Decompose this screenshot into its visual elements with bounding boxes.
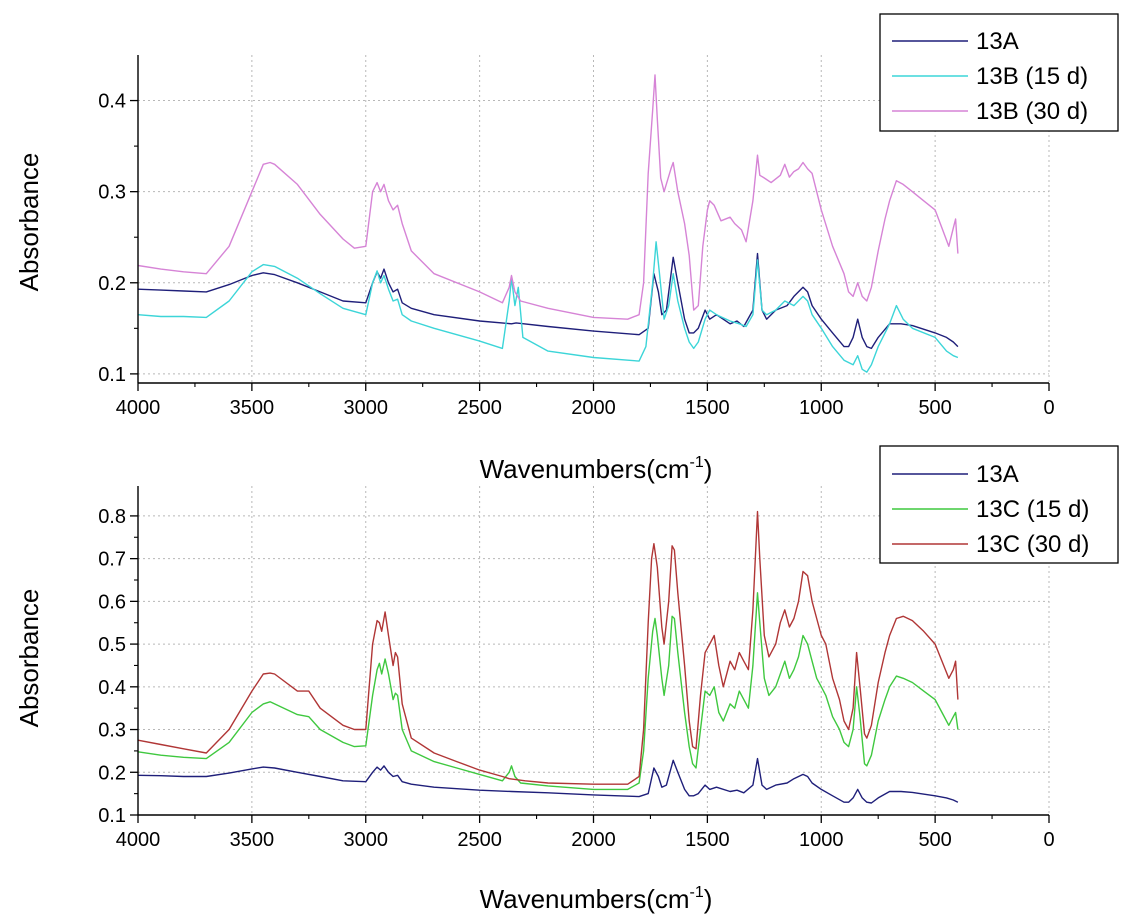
axes xyxy=(137,55,1049,384)
legend-label: 13A xyxy=(976,28,1019,55)
y-axis-title: Absorbance xyxy=(14,153,44,292)
legend-label: 13A xyxy=(976,461,1019,488)
legend-label: 13C (15 d) xyxy=(976,496,1089,523)
series-line-13a xyxy=(137,757,959,804)
y-tick-label: 0.7 xyxy=(98,549,126,571)
x-tick-label: 1000 xyxy=(799,397,844,419)
y-tick-label: 0.8 xyxy=(98,506,126,528)
series-line-13c-15-d- xyxy=(137,592,959,791)
x-axis-title-close: ) xyxy=(704,454,713,484)
y-tick-label: 0.2 xyxy=(98,762,126,784)
x-tick-label: 0 xyxy=(1043,397,1054,419)
x-axis-title-text: Wavenumbers(cm xyxy=(480,884,690,914)
tick-labels: 4000 3500 3000 2500 2000 1500 1000 500 0 0.1 0.2 0.… xyxy=(98,91,1054,419)
series-line-13a xyxy=(137,252,959,350)
x-tick-label: 1500 xyxy=(685,829,730,851)
x-tick-label: 2000 xyxy=(571,829,616,851)
y-tick-label: 0.3 xyxy=(98,182,126,204)
x-axis-title-close: ) xyxy=(704,884,713,914)
x-tick-label: 0 xyxy=(1043,829,1054,851)
axes xyxy=(137,486,1049,816)
tick-labels: 4000 3500 3000 2500 2000 1500 1000 500 0 0.1 0.2 0.… xyxy=(98,506,1054,851)
x-tick-label: 500 xyxy=(918,829,951,851)
y-tick-label: 0.5 xyxy=(98,634,126,656)
y-tick-label: 0.1 xyxy=(98,805,126,827)
series-line-13b-15-d- xyxy=(137,241,959,373)
x-axis-title: Wavenumbers(cm-1) xyxy=(480,884,713,914)
x-tick-label: 3000 xyxy=(344,829,389,851)
chart-top: 4000 3500 3000 2500 2000 1500 1000 500 0 0.1 0.2 0.… xyxy=(14,13,1119,484)
x-axis-title-text: Wavenumbers(cm xyxy=(480,454,690,484)
legend: 13A 13C (15 d) 13C (30 d) xyxy=(879,445,1119,564)
y-tick-label: 0.2 xyxy=(98,273,126,295)
grid xyxy=(137,55,1050,383)
chart-bottom: 4000 3500 3000 2500 2000 1500 1000 500 0 0.1 0.2 0.… xyxy=(14,445,1119,914)
x-tick-label: 3500 xyxy=(230,829,275,851)
x-tick-label: 3500 xyxy=(230,397,275,419)
y-tick-label: 0.1 xyxy=(98,364,126,386)
x-tick-label: 1500 xyxy=(685,397,730,419)
legend-label: 13B (30 d) xyxy=(976,98,1088,125)
y-tick-label: 0.4 xyxy=(98,677,126,699)
x-tick-label: 4000 xyxy=(116,829,161,851)
series-lines xyxy=(137,510,959,804)
series-lines xyxy=(137,74,959,373)
series-line-13b-30-d- xyxy=(137,74,959,320)
x-tick-label: 2000 xyxy=(571,397,616,419)
y-axis-title: Absorbance xyxy=(14,589,44,728)
legend-label: 13C (30 d) xyxy=(976,531,1089,558)
x-tick-label: 2500 xyxy=(457,397,502,419)
x-axis-title-superscript: -1 xyxy=(690,884,704,901)
legend: 13A 13B (15 d) 13B (30 d) xyxy=(879,13,1119,132)
x-axis-title: Wavenumbers(cm-1) xyxy=(480,454,713,484)
series-line-13c-30-d- xyxy=(137,510,959,785)
x-tick-label: 1000 xyxy=(799,829,844,851)
x-tick-label: 2500 xyxy=(457,829,502,851)
legend-label: 13B (15 d) xyxy=(976,63,1088,90)
x-tick-label: 4000 xyxy=(116,397,161,419)
y-tick-label: 0.4 xyxy=(98,91,126,113)
y-tick-label: 0.3 xyxy=(98,720,126,742)
axis-ticks xyxy=(130,99,1050,391)
y-tick-label: 0.6 xyxy=(98,591,126,613)
x-tick-label: 500 xyxy=(918,397,951,419)
x-axis-title-superscript: -1 xyxy=(690,454,704,471)
x-tick-label: 3000 xyxy=(344,397,389,419)
